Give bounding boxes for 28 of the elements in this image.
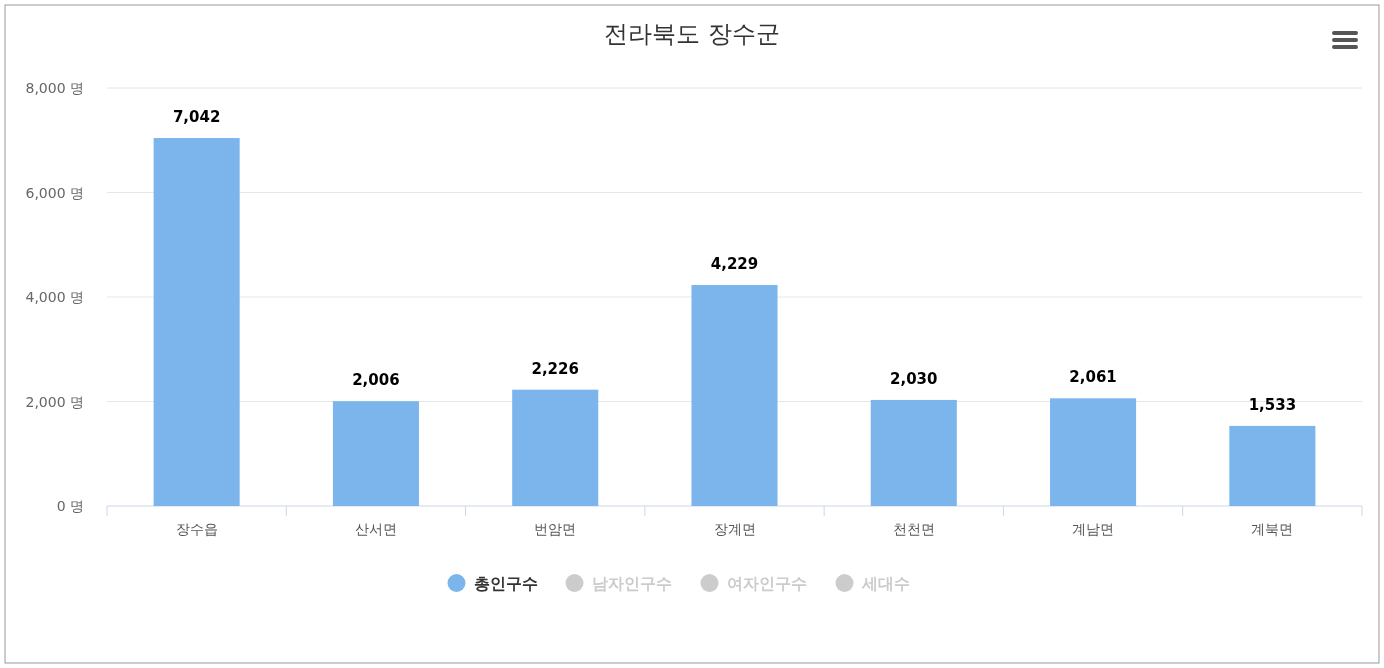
bar [153,138,240,506]
y-tick-label: 0 명 [56,498,84,514]
bar [1229,425,1316,506]
bar [332,401,419,506]
data-label: 2,030 [890,369,938,388]
data-label: 2,061 [1069,368,1117,387]
x-tick-label: 계남면 [1072,521,1115,537]
x-tick-label: 장수읍 [175,521,218,537]
data-label: 2,006 [352,371,400,390]
x-tick-label: 번암면 [534,521,577,537]
bar [691,285,778,506]
bar [1050,398,1137,506]
x-tick-label: 천천면 [892,521,935,537]
bar [870,399,957,506]
data-label: 4,229 [710,255,759,274]
x-tick-label: 산서면 [354,521,397,537]
chart-title: 전라북도 장수군 [604,20,780,48]
data-label: 7,042 [172,108,221,127]
data-label: 1,533 [1248,395,1297,414]
legend-label: 총인구수 [473,574,538,593]
y-tick-label: 8,000 명 [25,80,84,96]
bar [512,389,599,506]
x-tick-label: 계북면 [1251,521,1294,537]
y-tick-label: 2,000 명 [25,393,84,410]
x-tick-label: 장계면 [713,521,756,537]
data-label: 2,226 [531,359,579,378]
y-tick-label: 6,000 명 [25,184,84,201]
y-tick-label: 4,000 명 [25,289,84,305]
